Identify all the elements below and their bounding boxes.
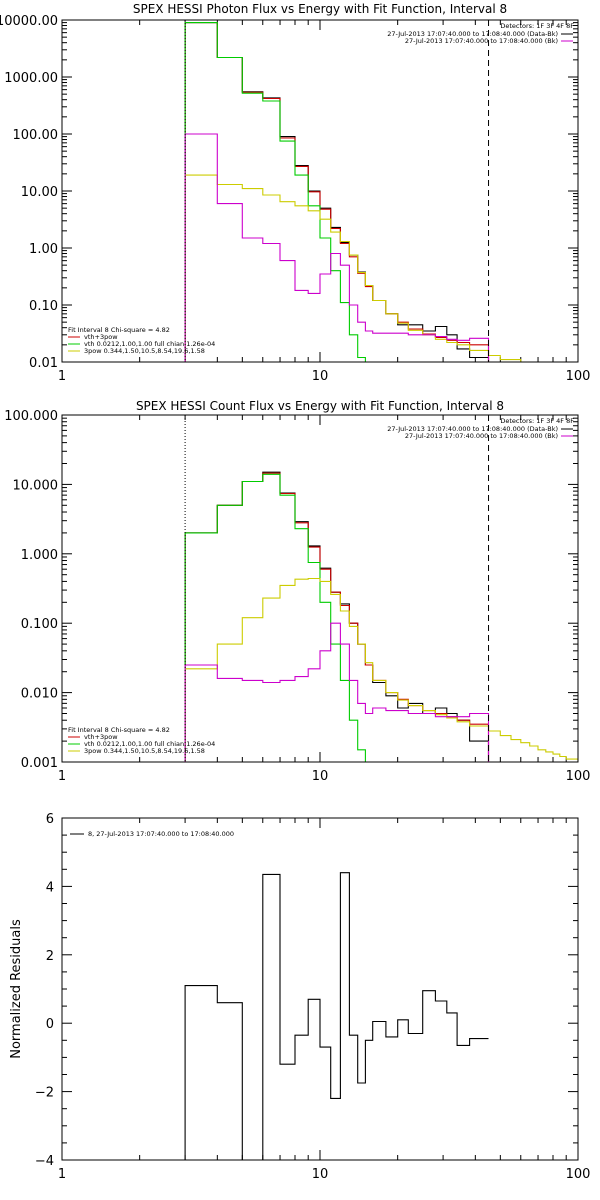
legend-entry: vth+3pow bbox=[84, 333, 118, 341]
legend-bottom-left: Fit Interval 8 Chi-square = 4.82vth+3pow… bbox=[68, 726, 215, 755]
series-data-bk bbox=[184, 471, 490, 762]
x-tick-label: 10 bbox=[312, 769, 329, 784]
y-tick-label: 2 bbox=[46, 949, 54, 964]
y-tick-label: 10000.00 bbox=[0, 14, 58, 29]
series-vth-3pow bbox=[184, 22, 490, 362]
y-tick-label: 1000.00 bbox=[4, 71, 58, 86]
y-tick-label: 10.00 bbox=[21, 185, 58, 200]
series-vth bbox=[184, 473, 374, 762]
y-tick-label: 6 bbox=[46, 812, 54, 827]
legend-entry: vth 0.0212,1.00,1.00 full chian 1.26e-04 bbox=[84, 340, 215, 348]
y-tick-label: 0.010 bbox=[21, 687, 58, 702]
chart-title: SPEX HESSI Count Flux vs Energy with Fit… bbox=[136, 399, 504, 413]
y-axis: 10000.00 1000.00 100.00 10.00 1.00 0.10 0.01 bbox=[0, 14, 578, 371]
y-tick-label: −2 bbox=[35, 1086, 54, 1101]
series-data-bk bbox=[184, 22, 490, 362]
chart-title: SPEX HESSI Photon Flux vs Energy with Fi… bbox=[133, 2, 507, 16]
x-tick-label: 1 bbox=[58, 769, 66, 784]
y-tick-label: 100.000 bbox=[4, 409, 58, 424]
series-3pow bbox=[184, 174, 522, 362]
series-vth-3pow bbox=[184, 472, 490, 762]
y-tick-label: 1.00 bbox=[29, 242, 58, 257]
x-tick-label: 1 bbox=[58, 369, 66, 384]
chart-panel-1: SPEX HESSI Photon Flux vs Energy with Fi… bbox=[0, 2, 590, 384]
series-8-27-jul-2013-17-07-40-000-to-17-08-40-000 bbox=[184, 872, 489, 1160]
series-3pow bbox=[184, 577, 578, 762]
x-tick-label: 100 bbox=[566, 369, 591, 384]
chart-panel-2: SPEX HESSI Count Flux vs Energy with Fit… bbox=[4, 399, 590, 784]
y-tick-label: 0.10 bbox=[29, 299, 58, 314]
y-axis-label: Normalized Residuals bbox=[9, 919, 24, 1059]
y-tick-label: 4 bbox=[46, 880, 54, 895]
y-tick-label: 10.000 bbox=[13, 478, 59, 493]
plot-frame bbox=[61, 817, 579, 1161]
legend-entry: 27-Jul-2013 17:07:40.000 to 17:08:40.000… bbox=[387, 30, 558, 38]
legend-entry: 27-Jul-2013 17:07:40.000 to 17:08:40.000… bbox=[405, 432, 558, 440]
x-tick-label: 1 bbox=[58, 1167, 66, 1182]
legend-entry: 27-Jul-2013 17:07:40.000 to 17:08:40.000… bbox=[405, 37, 558, 45]
plot-frame bbox=[61, 414, 579, 763]
plot-frame bbox=[61, 19, 579, 363]
legend-entry: vth 0.0212,1.00,1.00 full chian 1.26e-04 bbox=[84, 740, 215, 748]
y-tick-label: 0.01 bbox=[29, 356, 58, 371]
legend-entry: 27-Jul-2013 17:07:40.000 to 17:08:40.000… bbox=[387, 425, 558, 433]
x-tick-label: 100 bbox=[566, 769, 591, 784]
x-axis: 1 10 100 bbox=[58, 818, 591, 1182]
legend-entry: 8, 27-Jul-2013 17:07:40.000 to 17:08:40.… bbox=[88, 830, 234, 838]
series-group bbox=[184, 872, 489, 1160]
x-tick-label: 10 bbox=[312, 369, 329, 384]
chart-panel-3: 1 10 100 6 4 2 0 −2 −4 Normalized Residuals 8, 27-… bbox=[9, 812, 590, 1182]
y-tick-label: 100.00 bbox=[13, 128, 59, 143]
legend-fit-header: Fit Interval 8 Chi-square = 4.82 bbox=[68, 326, 170, 334]
legend-detectors: Detectors: 1F 3F 4F 8F bbox=[500, 22, 574, 30]
legend-top-left: 8, 27-Jul-2013 17:07:40.000 to 17:08:40.… bbox=[70, 830, 234, 838]
legend-fit-header: Fit Interval 8 Chi-square = 4.82 bbox=[68, 726, 170, 734]
series-vth bbox=[184, 22, 374, 362]
x-tick-label: 100 bbox=[566, 1167, 591, 1182]
series-bk bbox=[184, 622, 490, 762]
series-group bbox=[184, 22, 522, 362]
y-tick-label: 0.100 bbox=[21, 617, 58, 632]
y-axis: 100.000 10.000 1.000 0.100 0.010 0.001 bbox=[4, 409, 578, 771]
x-tick-label: 10 bbox=[312, 1167, 329, 1182]
legend-entry: 3pow 0.344,1.50,10.5,8.54,19.6,1.58 bbox=[84, 747, 205, 755]
y-tick-label: −4 bbox=[35, 1154, 54, 1169]
y-tick-label: 1.000 bbox=[21, 548, 58, 563]
series-bk bbox=[184, 133, 490, 362]
x-axis: 1 10 100 bbox=[58, 415, 591, 784]
legend-detectors: Detectors: 1F 3F 4F 8F bbox=[500, 417, 574, 425]
series-group bbox=[184, 471, 578, 762]
legend-entry: vth+3pow bbox=[84, 733, 118, 741]
y-tick-label: 0.001 bbox=[21, 756, 58, 771]
y-axis: 6 4 2 0 −2 −4 bbox=[35, 812, 578, 1169]
legend-bottom-left: Fit Interval 8 Chi-square = 4.82vth+3pow… bbox=[68, 326, 215, 355]
y-tick-label: 0 bbox=[46, 1017, 54, 1032]
legend-entry: 3pow 0.344,1.50,10.5,8.54,19.6,1.58 bbox=[84, 347, 205, 355]
